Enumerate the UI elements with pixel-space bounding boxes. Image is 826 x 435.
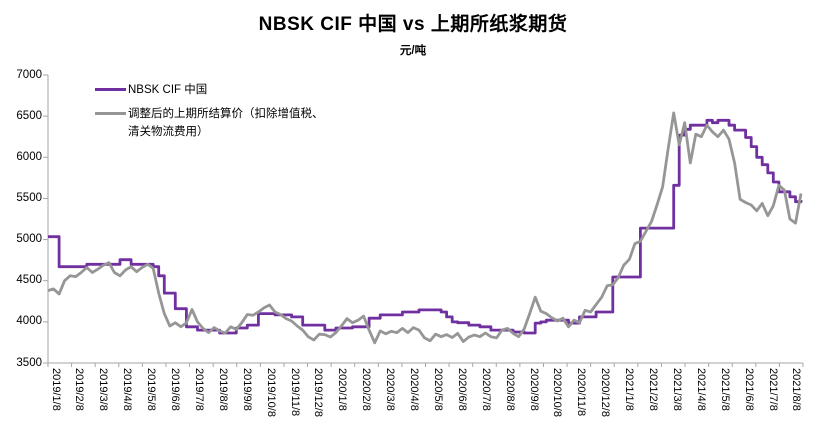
x-tick-label: 2021/6/8 [742,368,755,411]
shfe-line-swatch [95,111,126,115]
x-tick-label: 2019/12/8 [312,368,325,417]
y-tick-label: 6000 [16,150,42,163]
x-tick-label: 2019/8/8 [216,368,229,411]
shfe-adjusted-line [47,111,803,345]
x-tick-label: 2020/8/8 [503,368,516,411]
x-tick-label: 2019/3/8 [97,368,110,411]
legend-item-shfe: 调整后的上期所结算价（扣除增值税、清关物流费用） [95,106,334,142]
x-tick-label: 2020/4/8 [408,368,420,411]
y-tick-label: 7000 [16,68,42,81]
x-tick-label: 2019/6/8 [169,368,181,411]
x-tick-label: 2021/5/8 [718,368,731,411]
legend-label-shfe: 调整后的上期所结算价（扣除增值税、清关物流费用） [128,107,324,138]
nbsk-line-swatch [95,88,126,91]
y-tick-label: 6500 [16,109,42,122]
x-tick-label: 2019/4/8 [121,368,134,411]
y-tick-label: 4500 [16,274,42,287]
chart-unit-label: 元/吨 [399,45,427,57]
y-tick-label: 5500 [16,191,42,204]
x-tick-label: 2019/1/8 [49,368,62,411]
x-tick-label: 2019/10/8 [264,368,277,417]
x-tick-label: 2020/12/8 [599,368,612,417]
x-tick-label: 2021/1/8 [623,368,636,411]
x-tick-label: 2020/7/8 [479,368,492,411]
x-tick-label: 2021/3/8 [670,368,683,411]
x-tick-label: 2020/1/8 [336,368,349,411]
x-tick-label: 2021/2/8 [647,368,659,411]
legend-label-nbsk: NBSK CIF 中国 [128,84,208,96]
y-tick-label: 5000 [16,233,42,246]
x-tick-label: 2019/5/8 [145,368,158,411]
y-tick-label: 3500 [16,356,42,369]
x-tick-label: 2020/9/8 [527,368,540,411]
legend: NBSK CIF 中国 调整后的上期所结算价（扣除增值税、清关物流费用） [95,82,334,147]
x-tick-label: 2020/5/8 [431,368,444,411]
x-tick-label: 2021/8/8 [790,368,803,411]
chart-title: NBSK CIF 中国 vs 上期所纸浆期货 [258,14,568,35]
x-tick-label: 2021/4/8 [694,368,707,411]
x-tick-label: 2020/11/8 [575,368,588,417]
x-tick-label: 2020/10/8 [551,368,564,417]
x-tick-label: 2021/7/8 [766,368,779,411]
x-tick-label: 2019/7/8 [192,368,205,411]
x-tick-label: 2020/2/8 [360,368,373,411]
x-tick-label: 2019/2/8 [73,368,86,411]
x-tick-label: 2020/3/8 [384,368,397,411]
x-tick-label: 2019/11/8 [288,368,301,417]
x-tick-label: 2020/6/8 [455,368,468,411]
legend-item-nbsk: NBSK CIF 中国 [95,82,334,100]
nbsk-price-line [48,118,803,335]
y-tick-label: 4000 [16,315,42,328]
x-tick-label: 2019/9/8 [240,368,253,411]
